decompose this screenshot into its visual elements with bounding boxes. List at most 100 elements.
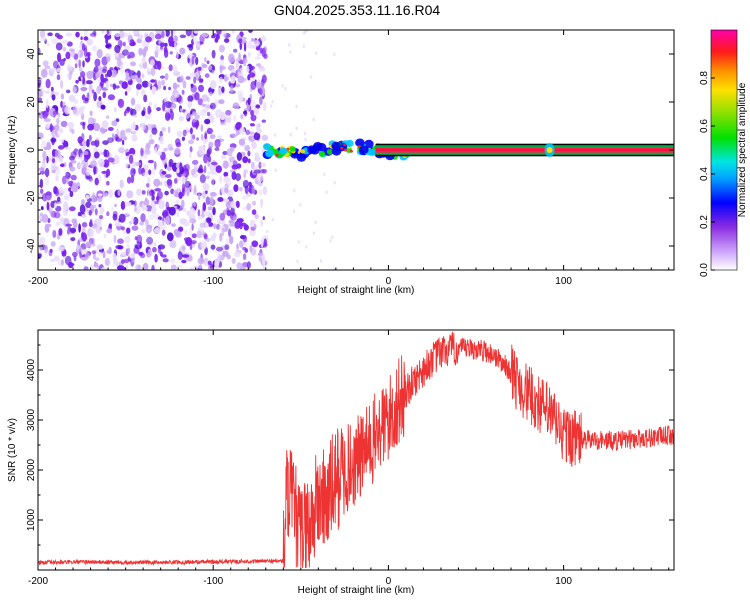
noise-speckle: [155, 45, 159, 52]
noise-speckle: [125, 70, 129, 80]
noise-speckle: [235, 83, 241, 88]
noise-speckle: [124, 235, 131, 244]
noise-speckle: [43, 146, 48, 151]
noise-speckle: [80, 248, 88, 255]
noise-speckle: [59, 58, 65, 66]
noise-speckle: [52, 230, 57, 238]
noise-speckle: [60, 100, 63, 108]
noise-speckle: [251, 171, 257, 178]
noise-speckle: [81, 94, 86, 101]
noise-speckle: [93, 262, 99, 268]
noise-speckle: [69, 227, 77, 233]
noise-speckle: [184, 180, 191, 189]
noise-speckle: [140, 213, 146, 223]
noise-speckle: [69, 190, 74, 198]
noise-speckle: [222, 198, 230, 203]
noise-speckle: [220, 30, 227, 38]
noise-speckle: [89, 219, 93, 223]
noise-speckle: [102, 91, 107, 99]
noise-speckle: [151, 127, 158, 135]
snr-frame: [37, 329, 675, 571]
noise-speckle: [127, 247, 131, 254]
noise-speckle: [312, 231, 316, 235]
noise-speckle: [305, 245, 308, 249]
noise-speckle: [165, 30, 170, 37]
noise-speckle: [161, 79, 166, 86]
noise-speckle: [221, 154, 227, 160]
noise-speckle: [50, 86, 54, 92]
noise-speckle: [242, 253, 247, 261]
noise-speckle: [271, 217, 275, 222]
noise-speckle: [260, 219, 264, 227]
noise-speckle: [110, 69, 117, 78]
signal-spur-core: [546, 147, 553, 153]
noise-speckle: [281, 83, 284, 88]
signal-blob: [279, 147, 288, 155]
noise-speckle: [255, 56, 261, 60]
noise-speckle: [141, 56, 146, 64]
noise-speckle: [125, 128, 132, 133]
noise-speckle: [188, 151, 192, 159]
noise-speckle: [248, 72, 256, 78]
noise-speckle: [304, 137, 307, 142]
noise-speckle: [106, 30, 110, 34]
noise-speckle: [202, 182, 209, 191]
noise-speckle: [224, 244, 230, 251]
spectrogram-y-tick-label: 0: [26, 147, 37, 153]
noise-speckle: [176, 130, 183, 137]
noise-speckle: [181, 254, 190, 258]
noise-speckle: [203, 137, 207, 145]
noise-speckle: [193, 76, 197, 84]
noise-speckle: [219, 212, 226, 221]
noise-speckle: [134, 236, 138, 241]
noise-speckle: [45, 78, 51, 89]
signal-blob: [289, 146, 296, 152]
snr-y-tick-label: 4000: [26, 358, 37, 381]
noise-speckle: [161, 170, 167, 175]
noise-speckle: [163, 85, 167, 91]
colorbar: 0.0 0.2 0.4 0.6 0.8 Normalized spectral ampl…: [699, 29, 748, 277]
noise-speckle: [181, 89, 185, 95]
spectrogram-x-axis: -200 -100 0 100: [28, 30, 670, 287]
noise-speckle: [231, 133, 238, 137]
signal-band-layer: [262, 138, 674, 162]
noise-speckle: [216, 223, 220, 230]
noise-speckle: [107, 127, 114, 131]
noise-speckle: [164, 42, 168, 48]
noise-speckle: [247, 158, 251, 164]
noise-speckle: [243, 62, 247, 67]
noise-speckle: [130, 216, 135, 224]
snr-y-tick-label: 3000: [26, 408, 37, 431]
noise-speckle: [232, 160, 238, 168]
noise-speckle: [44, 118, 51, 122]
noise-speckle: [94, 177, 99, 186]
noise-speckle: [133, 206, 137, 212]
noise-speckle: [157, 151, 162, 156]
noise-speckle: [177, 84, 180, 88]
noise-speckle: [146, 224, 153, 229]
noise-speckle: [117, 188, 121, 197]
noise-speckle: [235, 173, 242, 182]
noise-speckle: [130, 130, 137, 135]
noise-speckle: [64, 105, 71, 115]
noise-speckle: [81, 232, 87, 242]
noise-speckle: [289, 132, 292, 137]
noise-speckle: [141, 89, 146, 96]
noise-speckle: [121, 49, 129, 56]
noise-speckle: [329, 239, 332, 243]
noise-speckle: [141, 110, 146, 117]
noise-speckle: [197, 257, 205, 265]
noise-speckle: [38, 167, 45, 172]
noise-speckle: [198, 84, 204, 93]
noise-speckle: [114, 223, 122, 227]
signal-blob: [307, 145, 317, 154]
noise-speckle: [94, 58, 101, 67]
noise-speckle: [112, 252, 117, 261]
noise-speckle: [107, 137, 114, 144]
noise-speckle: [197, 66, 202, 71]
noise-speckle: [162, 258, 169, 263]
noise-speckle: [309, 75, 313, 79]
noise-speckle: [58, 228, 63, 236]
noise-speckle: [40, 206, 44, 211]
noise-speckle: [40, 36, 47, 42]
